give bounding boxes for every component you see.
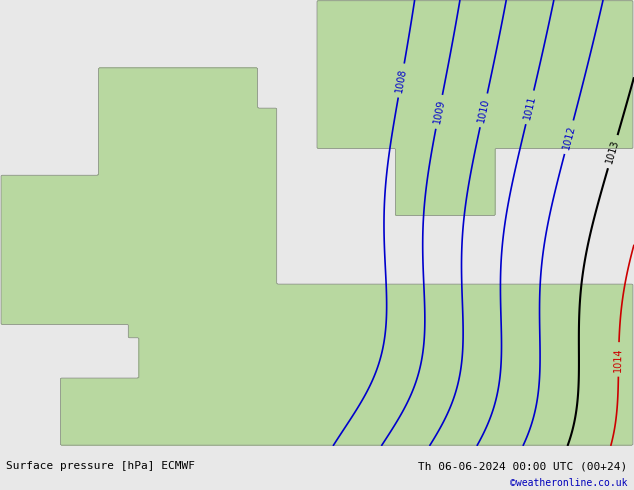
Text: 1008: 1008: [394, 68, 408, 94]
Text: 1012: 1012: [561, 124, 577, 150]
Text: 1011: 1011: [522, 94, 538, 121]
Text: 1009: 1009: [432, 99, 446, 125]
Text: Th 06-06-2024 00:00 UTC (00+24): Th 06-06-2024 00:00 UTC (00+24): [418, 462, 628, 471]
Text: ©weatheronline.co.uk: ©weatheronline.co.uk: [510, 478, 628, 488]
Text: 1010: 1010: [476, 98, 491, 123]
Text: Surface pressure [hPa] ECMWF: Surface pressure [hPa] ECMWF: [6, 462, 195, 471]
Text: 1014: 1014: [614, 347, 624, 372]
Text: 1013: 1013: [605, 139, 621, 165]
